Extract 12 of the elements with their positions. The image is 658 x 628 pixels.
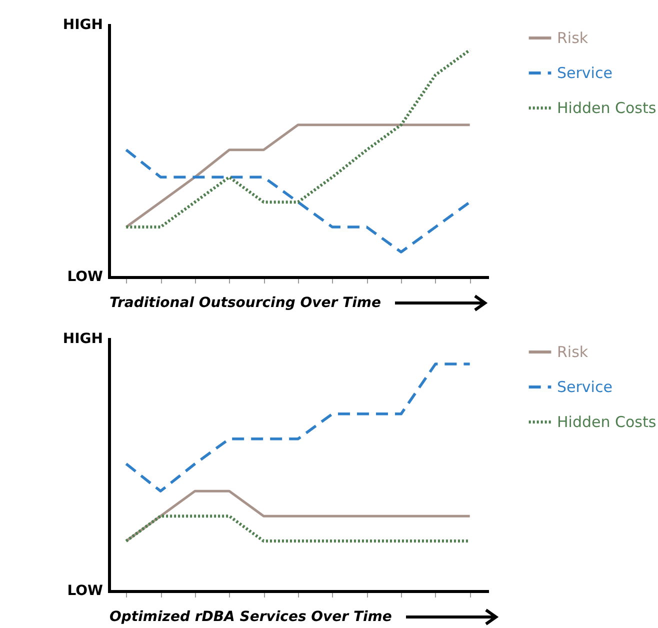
text: HIGH <box>62 331 103 347</box>
legend-label: Risk <box>557 29 588 47</box>
text: LOW <box>67 269 103 285</box>
legend-label: Hidden Costs <box>557 413 656 431</box>
x-axis-title: Traditional Outsourcing Over Time <box>110 295 381 311</box>
legend-label: Risk <box>557 343 588 361</box>
x-axis-title: Optimized rDBA Services Over Time <box>110 609 392 625</box>
legend-label: Service <box>557 378 612 396</box>
text: LOW <box>67 583 103 599</box>
legend-label: Hidden Costs <box>557 99 656 117</box>
text: HIGH <box>62 17 103 33</box>
legend-label: Service <box>557 64 612 82</box>
